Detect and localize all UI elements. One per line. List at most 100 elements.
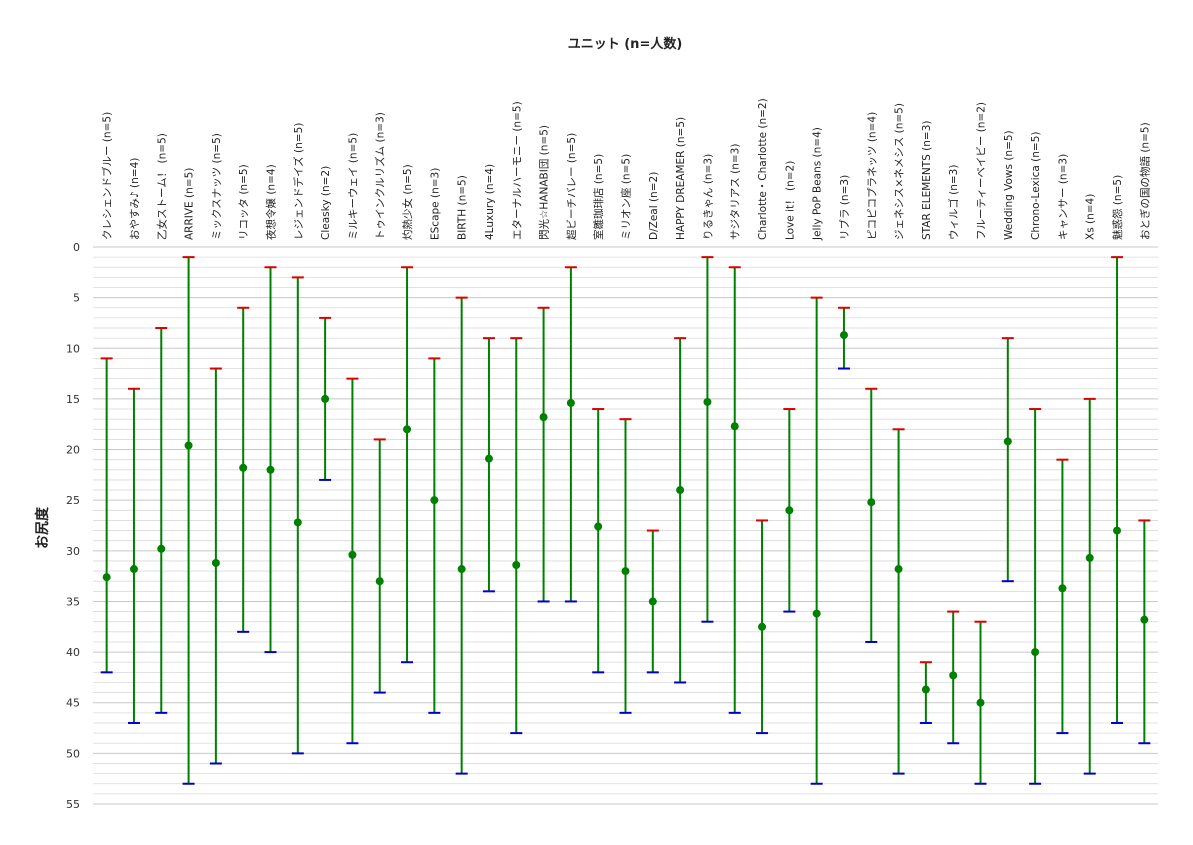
x-tick-label: BIRTH (n=5) xyxy=(457,175,469,240)
x-tick-label: ジェネシス×ネメシス (n=5) xyxy=(894,103,906,240)
mean-point xyxy=(1058,584,1067,593)
unit-errorbar xyxy=(619,418,632,714)
x-tick-label: Cleasky (n=2) xyxy=(320,166,332,240)
y-tick-labels: 0 5 10 15 20 25 30 35 40 45 50 55 xyxy=(66,241,80,811)
unit-errorbar xyxy=(1001,337,1014,583)
mean-point xyxy=(703,397,712,406)
y-axis-title: お尻度 xyxy=(34,506,51,549)
x-tick-label: トゥインクルリズム (n=3) xyxy=(374,112,387,240)
x-tick-label: エターナルハーモニー (n=5) xyxy=(511,101,523,240)
x-tick-label: ウィルゴ (n=3) xyxy=(947,165,960,240)
mean-point xyxy=(949,671,958,680)
x-tick-label: ピコピコプラネッツ (n=4) xyxy=(866,112,878,240)
mean-point xyxy=(621,567,630,576)
x-tick-label: D/Zeal (n=2) xyxy=(648,172,660,240)
unit-errorbar xyxy=(182,256,195,785)
mean-point xyxy=(1003,437,1012,446)
mean-point xyxy=(867,498,876,507)
unit-errorbar xyxy=(346,377,359,745)
x-tick-label: EScape (n=3) xyxy=(429,168,441,240)
unit-errorbar xyxy=(482,337,495,593)
mean-point xyxy=(1031,648,1040,657)
y-tick-label: 20 xyxy=(66,444,80,457)
x-tick-label: Xs (n=4) xyxy=(1085,194,1097,240)
unit-errorbar xyxy=(564,266,577,603)
unit-errorbar xyxy=(127,387,140,724)
x-tick-label: 超ビーチバレー (n=5) xyxy=(565,133,578,240)
mean-point xyxy=(211,558,220,567)
y-tick-label: 40 xyxy=(66,646,80,659)
unit-errorbar xyxy=(756,519,769,735)
x-tick-label: フルーティーベイビー (n=2) xyxy=(976,102,988,240)
x-tick-label: ミルキーウェイ (n=5) xyxy=(347,133,359,240)
mean-point xyxy=(921,685,930,694)
y-tick-label: 45 xyxy=(66,697,80,710)
x-tick-label: 閃光☆HANABI団 (n=5) xyxy=(538,125,551,240)
unit-errorbar xyxy=(373,438,386,694)
y-tick-label: 15 xyxy=(66,393,80,406)
mean-point xyxy=(1140,615,1149,624)
mean-point xyxy=(430,496,439,505)
x-tick-label: 4Luxury (n=4) xyxy=(484,164,496,240)
x-tick-label: サジタリアス (n=3) xyxy=(730,144,742,240)
unit-errorbar xyxy=(1083,397,1096,775)
mean-point xyxy=(321,394,330,403)
y-tick-label: 55 xyxy=(66,798,80,811)
y-tick-label: 35 xyxy=(66,595,80,608)
y-tick-label: 25 xyxy=(66,494,80,507)
mean-point xyxy=(266,465,275,474)
mean-point xyxy=(566,398,575,407)
x-tick-label: 灼熱少女 (n=5) xyxy=(401,164,414,240)
unit-errorbar xyxy=(209,367,222,765)
x-tick-label: 魅惑怨 (n=5) xyxy=(1111,175,1124,240)
unit-errorbar xyxy=(947,610,960,745)
unit-errorbar xyxy=(155,327,168,714)
x-tick-label: リコッタ (n=5) xyxy=(238,164,250,240)
mean-point xyxy=(676,486,685,495)
x-tick-label: Wedding Vows (n=5) xyxy=(1003,130,1015,240)
x-tick-label: 室雛珈琲店 (n=5) xyxy=(592,154,605,240)
unit-errorbar xyxy=(701,256,714,623)
unit-errorbar xyxy=(974,620,987,785)
mean-point xyxy=(348,550,357,559)
unit-errorbar xyxy=(291,276,304,755)
y-tick-label: 10 xyxy=(66,342,80,355)
mean-point xyxy=(457,565,466,574)
x-tick-label: Chrono-Lexica (n=5) xyxy=(1030,131,1042,240)
unit-errorbar xyxy=(319,316,332,481)
mean-point xyxy=(839,331,848,340)
x-tick-label: STAR ELEMENTS (n=3) xyxy=(921,121,933,241)
x-tick-label: HAPPY DREAMER (n=5) xyxy=(675,117,687,240)
mean-point xyxy=(648,597,657,606)
unit-errorbar xyxy=(728,266,741,714)
x-tick-label: 夜想令嬢 (n=4) xyxy=(265,164,278,240)
mean-point xyxy=(976,698,985,707)
mean-point xyxy=(730,422,739,431)
unit-errorbar xyxy=(919,661,932,724)
mean-point xyxy=(403,425,412,434)
y-tick-label: 30 xyxy=(66,545,80,558)
unit-errorbar xyxy=(1111,256,1124,724)
mean-point xyxy=(157,544,166,553)
unit-errorbar xyxy=(428,357,441,714)
mean-point xyxy=(129,565,138,574)
mean-point xyxy=(1113,526,1122,535)
x-tick-label: レジェンドデイズ (n=5) xyxy=(292,123,305,240)
unit-errorbar xyxy=(1138,519,1151,745)
unit-errorbar xyxy=(537,306,550,603)
unit-errorbar xyxy=(783,408,796,613)
x-tick-label: ミックスナッツ (n=5) xyxy=(211,133,223,240)
x-tick-label: Jelly PoP Beans (n=4) xyxy=(812,127,824,241)
mean-point xyxy=(812,609,821,618)
chart-title: ユニット (n=人数) xyxy=(568,36,683,52)
y-tick-label: 0 xyxy=(73,241,80,254)
x-tick-label: ミリオン座 (n=5) xyxy=(620,154,633,240)
x-category-labels: クレシェンドブルー (n=5) おやすみ♪ (n=4) 乙女ストーム！ (n=5) A… xyxy=(101,98,1152,241)
mean-point xyxy=(239,463,248,472)
y-tick-label: 5 xyxy=(73,292,80,305)
x-tick-label: リブラ (n=3) xyxy=(838,175,851,240)
mean-point xyxy=(539,413,548,422)
mean-point xyxy=(1085,553,1094,562)
mean-point xyxy=(102,573,111,582)
